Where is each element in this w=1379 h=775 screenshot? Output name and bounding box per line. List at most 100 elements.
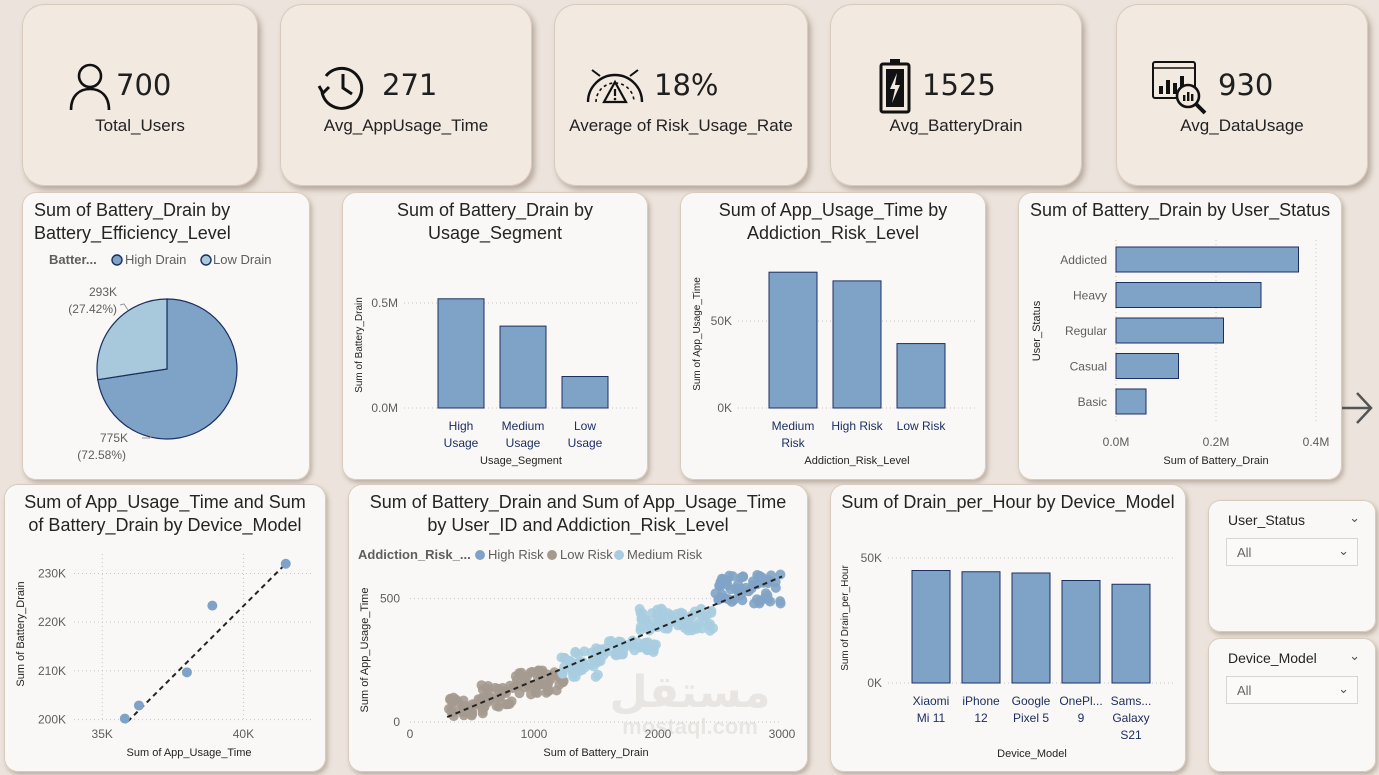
x-tick-label: 0.0M (1103, 435, 1130, 449)
user-scatter-chart-card: Sum of Battery_Drain and Sum of App_Usag… (348, 484, 808, 772)
usage-segment-chart-card: Sum of Battery_Drain by Usage_Segment 0.… (342, 192, 648, 480)
y-tick-label: 0 (393, 715, 400, 729)
scatter-point (590, 671, 601, 682)
bar-addicted (1115, 246, 1299, 273)
scatter-point (491, 701, 502, 712)
scatter-point (481, 683, 492, 694)
chevron-down-icon[interactable]: ⌄ (1349, 510, 1360, 525)
bar-high-risk (832, 280, 882, 409)
legend-marker (475, 550, 485, 560)
user-status-slicer[interactable]: User_Status ⌄ All ⌄ (1208, 500, 1376, 632)
kpi-avg-data-usage: 930 Avg_DataUsage (1116, 4, 1368, 186)
legend-marker (614, 550, 624, 560)
device-model-dropdown[interactable]: All ⌄ (1226, 676, 1358, 704)
chart-title: Sum of App_Usage_Time by Addiction_Risk_… (718, 200, 948, 243)
x-tick-label: 40K (233, 727, 254, 741)
user-status-dropdown[interactable]: All ⌄ (1226, 538, 1358, 566)
x-tick-label: 0.4M (1303, 435, 1330, 449)
y-axis-label: Sum of Battery_Drain (15, 581, 27, 686)
data-analytics-icon (1152, 61, 1207, 115)
scatter-point (654, 614, 665, 625)
kpi-avg-battery-drain: 1525 Avg_BatteryDrain (830, 4, 1082, 186)
x-tick-label: iPhone (962, 694, 1000, 708)
x-tick-label: Low (574, 419, 596, 433)
scatter-point (559, 653, 570, 664)
chevron-down-icon[interactable]: ⌄ (1349, 648, 1360, 663)
kpi-avg-app-usage: 271 Avg_AppUsage_Time (280, 4, 532, 186)
scatter-point (721, 576, 732, 587)
x-tick-label: 3000 (769, 727, 796, 741)
kpi-label: Avg_AppUsage_Time (323, 116, 489, 135)
scatter-point (775, 569, 786, 580)
bar-basic (1115, 388, 1147, 415)
scatter-point (760, 588, 771, 599)
trendline (446, 575, 783, 718)
scatter-point (557, 668, 568, 679)
scatter-point (634, 642, 645, 653)
kpi-value: 700 (116, 68, 172, 102)
scatter-point (749, 598, 760, 609)
x-tick-label: Google (1012, 694, 1051, 708)
legend-label: Low Risk (560, 547, 613, 562)
x-tick-label: S21 (1120, 728, 1142, 742)
y-axis-label: Sum of Drain_per_Hour (840, 565, 851, 671)
trendline (126, 563, 287, 723)
bar-high-usage (437, 298, 485, 409)
x-tick-label: 35K (92, 727, 113, 741)
y-tick-label: Heavy (1073, 289, 1107, 303)
device-model-slicer[interactable]: Device_Model ⌄ All ⌄ (1208, 638, 1376, 772)
chevron-down-icon[interactable]: ⌄ (1338, 543, 1349, 558)
leader-line (142, 431, 155, 439)
battery-icon (879, 59, 911, 114)
scatter-point (458, 695, 469, 706)
dropdown-value: All (1237, 683, 1252, 698)
scatter-point (645, 622, 656, 633)
scatter-point (119, 713, 130, 724)
y-tick-label: Addicted (1060, 253, 1107, 267)
bar-casual (1115, 353, 1179, 379)
scatter-point (181, 667, 192, 678)
y-tick-label: 210K (38, 664, 66, 678)
scatter-point (527, 679, 538, 690)
arrow-right-icon[interactable] (1340, 388, 1374, 428)
x-tick-label: Medium (772, 419, 815, 433)
bar-medium-risk (768, 271, 818, 409)
chart-title: Sum of Battery_Drain by Usage_Segment (396, 200, 594, 243)
x-tick-label: Medium (502, 419, 545, 433)
risk-level-bar-chart: 50K 0K Sum of App_Usage_Time Medium Risk High… (692, 271, 976, 467)
kpi-label: Avg_DataUsage (1180, 116, 1304, 135)
kpi-total-users: 700 Total_Users (22, 4, 258, 186)
legend-label: High Risk (488, 547, 544, 562)
scatter-point (710, 588, 721, 599)
x-tick-label: 9 (1078, 711, 1085, 725)
x-tick-label: High Risk (831, 419, 883, 433)
risk-level-chart-card: Sum of App_Usage_Time by Addiction_Risk_… (680, 192, 986, 480)
legend-label: High Drain (125, 252, 186, 267)
bar-oneplus-9 (1061, 580, 1101, 684)
y-tick-label: 50K (711, 314, 732, 328)
x-tick-label: 0.2M (1203, 435, 1230, 449)
y-tick-label: 0.0M (371, 401, 398, 415)
y-tick-label: Regular (1065, 324, 1107, 338)
scatter-point (526, 689, 537, 700)
user-status-bar-chart: 0.0M 0.2M 0.4M Addicted Heavy Regular Casual Ba… (1031, 240, 1330, 467)
legend-marker-high-drain (111, 254, 123, 266)
x-tick-label: Galaxy (1112, 711, 1149, 725)
scatter-point (775, 596, 786, 607)
chart-title: Sum of Drain_per_Hour by Device_Model (841, 492, 1175, 512)
scatter-point (580, 662, 591, 673)
y-axis-label: Sum of App_Usage_Time (692, 277, 703, 391)
x-tick-label: High (449, 419, 474, 433)
scatter-point (551, 685, 562, 696)
bar-xiaomi-mi-11 (911, 570, 951, 684)
scatter-point (647, 643, 658, 654)
chart-title: Sum of App_Usage_Time and Sum of Battery… (24, 492, 306, 535)
y-tick-label: 50K (861, 551, 882, 565)
chevron-down-icon[interactable]: ⌄ (1338, 681, 1349, 696)
watermark-latin: mostaql.com (622, 714, 758, 739)
x-axis-label: Sum of App_Usage_Time (127, 747, 252, 759)
bar-regular (1115, 317, 1224, 344)
y-tick-label: 0K (717, 401, 732, 415)
kpi-risk-usage-rate: 18% Average of Risk_Usage_Rate (554, 4, 808, 186)
device-scatter-chart: 230K 220K 210K 200K 35K 40K Sum of App_Usage_T… (15, 554, 314, 759)
